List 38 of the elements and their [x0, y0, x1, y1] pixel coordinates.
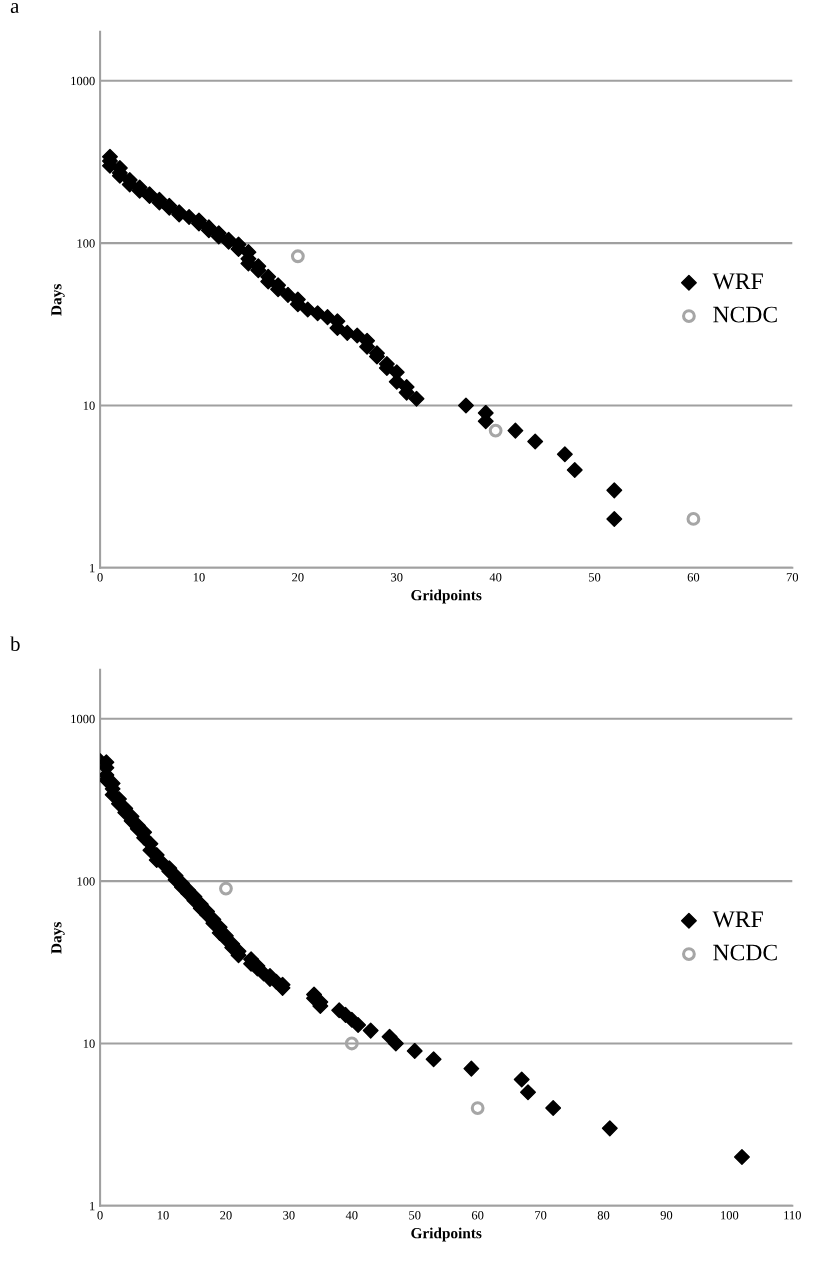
- x-tick-label: 70: [535, 1211, 547, 1220]
- chart-title: a: [10, 3, 20, 14]
- chart-title: b: [10, 636, 20, 652]
- y-tick-label: 1000: [71, 76, 95, 86]
- x-axis-title: Gridpoints: [411, 589, 482, 604]
- x-tick-label: 30: [283, 1211, 295, 1220]
- x-tick-label: 50: [409, 1211, 421, 1220]
- legend-label: WRF: [712, 911, 763, 928]
- y-tick-label: 10: [83, 401, 95, 410]
- y-tick-label: 10: [83, 1039, 95, 1048]
- legend-label: NCDC: [713, 306, 777, 323]
- y-tick-label: 100: [77, 877, 95, 886]
- x-tick-label: 10: [157, 1211, 169, 1220]
- x-tick-label: 20: [220, 1211, 232, 1220]
- x-tick-label: 10: [193, 573, 205, 582]
- y-tick-label: 1: [90, 563, 95, 573]
- y-tick-label: 1: [90, 1201, 95, 1211]
- x-tick-label: 90: [660, 1211, 673, 1220]
- y-tick-label: 1000: [71, 714, 95, 724]
- y-axis-title: Days: [51, 284, 65, 316]
- x-tick-label: 40: [345, 1211, 358, 1220]
- x-tick-label: 100: [721, 1211, 739, 1220]
- x-tick-label: 60: [471, 1211, 484, 1220]
- x-tick-label: 30: [391, 573, 403, 582]
- legend-label: NCDC: [713, 944, 777, 961]
- y-tick-label: 100: [77, 239, 95, 248]
- x-tick-label: 20: [292, 573, 304, 582]
- x-tick-label: 60: [687, 573, 700, 582]
- x-tick-label: 40: [489, 573, 502, 582]
- x-tick-label: 110: [784, 1211, 801, 1220]
- x-tick-label: 0: [97, 573, 103, 582]
- x-axis-title: Gridpoints: [411, 1227, 482, 1242]
- x-tick-label: 0: [97, 1211, 103, 1220]
- y-axis-title: Days: [51, 922, 65, 954]
- legend-label: WRF: [712, 273, 763, 290]
- x-tick-label: 80: [597, 1211, 610, 1220]
- x-tick-label: 70: [786, 573, 799, 582]
- x-tick-label: 50: [589, 573, 601, 582]
